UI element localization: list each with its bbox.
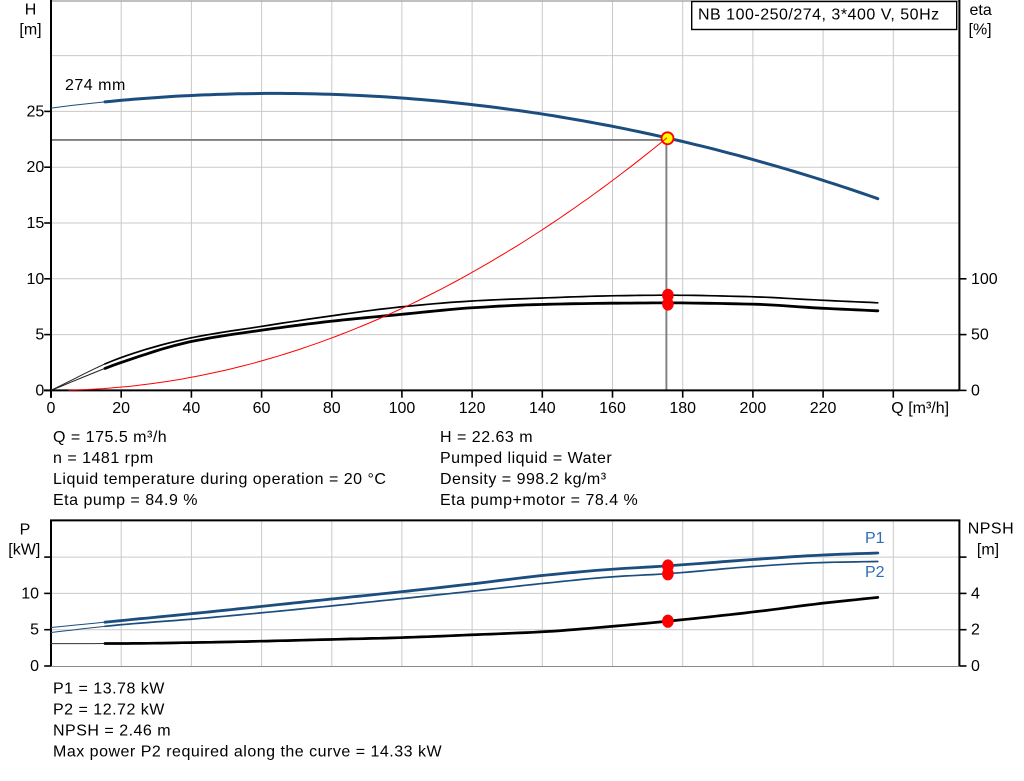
svg-text:180: 180 bbox=[669, 400, 696, 417]
svg-text:Q = 175.5 m³/h: Q = 175.5 m³/h bbox=[53, 429, 167, 446]
svg-text:Eta pump+motor = 78.4 %: Eta pump+motor = 78.4 % bbox=[440, 492, 638, 509]
svg-text:Density = 998.2 kg/m³: Density = 998.2 kg/m³ bbox=[440, 471, 607, 488]
svg-text:Eta pump = 84.9 %: Eta pump = 84.9 % bbox=[53, 492, 198, 509]
svg-text:40: 40 bbox=[182, 400, 200, 417]
svg-text:274 mm: 274 mm bbox=[65, 77, 126, 94]
svg-text:5: 5 bbox=[30, 622, 39, 639]
svg-text:5: 5 bbox=[35, 327, 44, 344]
svg-text:Pumped liquid = Water: Pumped liquid = Water bbox=[440, 450, 612, 467]
svg-text:0: 0 bbox=[30, 658, 39, 675]
svg-text:H = 22.63 m: H = 22.63 m bbox=[440, 429, 533, 446]
svg-text:140: 140 bbox=[529, 400, 556, 417]
svg-text:NPSH: NPSH bbox=[968, 521, 1014, 538]
svg-text:25: 25 bbox=[27, 103, 45, 120]
svg-text:100: 100 bbox=[389, 400, 416, 417]
svg-text:50: 50 bbox=[971, 327, 989, 344]
svg-text:15: 15 bbox=[27, 215, 45, 232]
svg-text:200: 200 bbox=[740, 400, 767, 417]
svg-text:NB 100-250/274, 3*400 V, 50Hz: NB 100-250/274, 3*400 V, 50Hz bbox=[698, 7, 940, 24]
svg-text:P: P bbox=[20, 521, 31, 538]
svg-text:Q [m³/h]: Q [m³/h] bbox=[891, 400, 949, 417]
svg-text:0: 0 bbox=[35, 382, 44, 399]
svg-text:P2 = 12.72 kW: P2 = 12.72 kW bbox=[53, 702, 165, 719]
svg-text:0: 0 bbox=[47, 400, 56, 417]
svg-text:[m]: [m] bbox=[977, 542, 999, 559]
svg-text:[m]: [m] bbox=[19, 22, 41, 39]
svg-text:100: 100 bbox=[971, 271, 998, 288]
svg-text:P1 = 13.78 kW: P1 = 13.78 kW bbox=[53, 681, 165, 698]
svg-text:220: 220 bbox=[810, 400, 837, 417]
svg-text:[kW]: [kW] bbox=[8, 542, 40, 559]
svg-text:80: 80 bbox=[323, 400, 341, 417]
svg-text:[%]: [%] bbox=[969, 21, 992, 38]
svg-text:60: 60 bbox=[253, 400, 271, 417]
svg-text:0: 0 bbox=[971, 382, 980, 399]
svg-text:H: H bbox=[25, 2, 37, 19]
svg-text:P2: P2 bbox=[865, 564, 885, 581]
svg-text:NPSH = 2.46 m: NPSH = 2.46 m bbox=[53, 723, 171, 740]
svg-text:160: 160 bbox=[599, 400, 626, 417]
svg-text:Liquid temperature during oper: Liquid temperature during operation = 20… bbox=[53, 471, 386, 488]
svg-text:20: 20 bbox=[112, 400, 130, 417]
svg-text:Max power P2 required along th: Max power P2 required along the curve = … bbox=[53, 744, 442, 761]
svg-text:0: 0 bbox=[971, 658, 980, 675]
svg-text:10: 10 bbox=[21, 585, 39, 602]
svg-text:P1: P1 bbox=[865, 530, 885, 547]
svg-text:eta: eta bbox=[970, 2, 992, 19]
svg-text:2: 2 bbox=[971, 622, 980, 639]
svg-text:n = 1481 rpm: n = 1481 rpm bbox=[53, 450, 154, 467]
svg-text:120: 120 bbox=[459, 400, 486, 417]
svg-text:10: 10 bbox=[27, 271, 45, 288]
svg-text:20: 20 bbox=[27, 159, 45, 176]
svg-text:4: 4 bbox=[971, 585, 980, 602]
